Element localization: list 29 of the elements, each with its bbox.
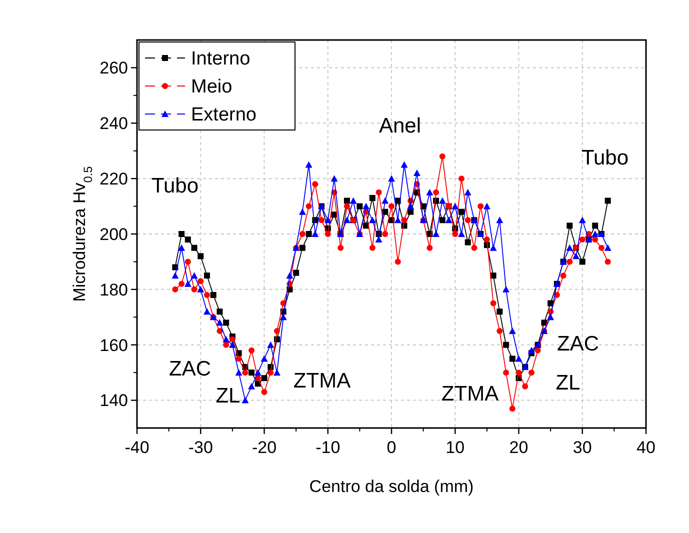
y-tick-label: 240	[100, 114, 128, 134]
y-tick-label: 140	[100, 391, 128, 410]
x-tick-label: 30	[572, 438, 592, 457]
legend-label: Externo	[191, 104, 256, 126]
x-tick-label: -40	[124, 438, 150, 457]
x-axis-title: Centro da solda (mm)	[309, 477, 474, 496]
y-tick-label: 200	[100, 224, 128, 244]
x-tick-label: -20	[252, 438, 277, 457]
annotation: ZL	[556, 371, 580, 394]
x-tick-label: -10	[316, 438, 340, 457]
x-tick-label: 0	[386, 438, 396, 457]
annotation: Anel	[378, 114, 422, 138]
annotation: ZL	[216, 384, 240, 408]
y-tick-label: 220	[100, 170, 128, 189]
annotation: ZAC	[557, 332, 599, 356]
legend-label: Interno	[191, 48, 250, 70]
y-tick-label: 260	[100, 58, 128, 78]
x-tick-label: 10	[446, 438, 465, 457]
y-tick-label: 180	[100, 280, 128, 300]
legend-label: Meio	[191, 76, 232, 98]
y-tick-label: 160	[100, 336, 128, 355]
x-tick-label: 40	[636, 438, 656, 457]
annotation: ZTMA	[441, 382, 499, 406]
annotation: ZAC	[169, 357, 211, 380]
x-tick-label: -30	[188, 438, 213, 457]
annotation: Tubo	[151, 174, 199, 198]
annotation: ZTMA	[293, 369, 351, 392]
x-tick-label: 20	[509, 438, 528, 457]
annotation: Tubo	[581, 146, 629, 170]
